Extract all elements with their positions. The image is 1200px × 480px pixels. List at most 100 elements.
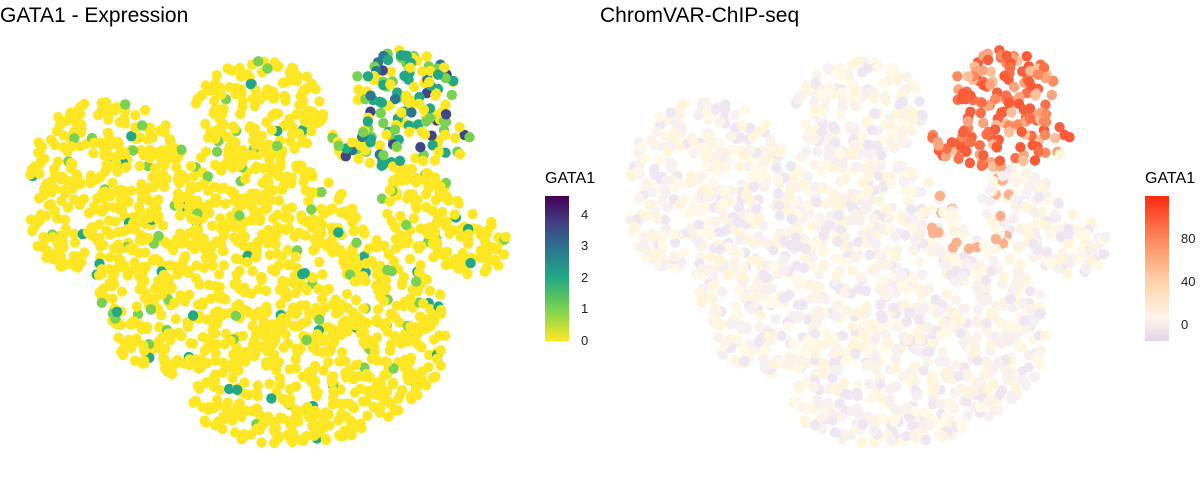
expression-scatter (25, 45, 511, 449)
data-point (371, 269, 383, 281)
data-point (383, 411, 394, 422)
data-point (190, 224, 201, 235)
data-point (245, 78, 256, 90)
data-point (434, 289, 446, 300)
data-point (136, 323, 147, 335)
data-point (168, 358, 179, 369)
data-point (275, 299, 286, 310)
data-point (647, 232, 658, 243)
data-point (274, 195, 285, 206)
data-point (362, 116, 374, 127)
data-point (266, 124, 277, 136)
data-point (390, 243, 401, 254)
data-point (890, 251, 901, 262)
data-point (76, 123, 87, 135)
data-point (986, 266, 997, 277)
data-point (134, 160, 145, 172)
data-point (277, 77, 289, 89)
data-point (136, 120, 148, 131)
data-point (229, 123, 240, 134)
data-point (440, 109, 452, 120)
data-point (197, 179, 209, 190)
data-point (118, 185, 129, 196)
data-point (154, 125, 166, 136)
data-point (401, 330, 412, 341)
data-point (991, 141, 1002, 152)
data-point (830, 310, 842, 321)
data-point (811, 70, 822, 81)
data-point (1024, 113, 1036, 124)
data-point (955, 314, 967, 326)
data-point (718, 185, 729, 196)
data-point (720, 99, 731, 110)
data-point (407, 284, 418, 295)
data-point (89, 137, 100, 149)
data-point (655, 250, 666, 261)
data-point (446, 89, 457, 101)
data-point (60, 188, 71, 199)
data-point (218, 260, 229, 271)
data-point (196, 89, 208, 101)
data-point (481, 228, 492, 239)
data-point (734, 132, 746, 143)
data-point (710, 216, 721, 227)
data-point (878, 181, 889, 192)
data-point (272, 248, 283, 260)
data-point (834, 398, 845, 409)
data-point (903, 307, 915, 319)
data-point (220, 198, 231, 209)
data-point (914, 314, 925, 325)
data-point (870, 266, 881, 277)
data-point (412, 339, 424, 350)
data-point (784, 354, 795, 365)
data-point (857, 329, 868, 341)
data-point (1004, 253, 1016, 265)
data-point (184, 354, 195, 365)
data-point (229, 190, 240, 201)
data-point (911, 390, 922, 401)
data-point (179, 235, 190, 246)
data-point (320, 434, 332, 446)
data-point (309, 360, 321, 372)
data-point (69, 116, 81, 127)
data-point (277, 413, 288, 424)
data-point (247, 265, 258, 277)
data-point (776, 330, 787, 342)
data-point (284, 396, 295, 407)
data-point (872, 248, 883, 260)
data-point (203, 404, 214, 415)
data-point (827, 162, 839, 173)
data-point (984, 184, 996, 196)
data-point (148, 181, 159, 193)
data-point (120, 99, 131, 110)
colorbar-tick-label: 3 (581, 238, 589, 254)
data-point (1009, 193, 1021, 205)
data-point (326, 244, 337, 256)
data-point (249, 100, 260, 112)
data-point (348, 402, 360, 414)
data-point (807, 260, 818, 271)
data-point (707, 293, 718, 304)
data-point (207, 252, 218, 263)
data-point (778, 293, 789, 304)
data-point (346, 137, 358, 148)
data-point (301, 316, 312, 327)
data-point (444, 228, 455, 239)
data-point (1053, 263, 1064, 274)
data-point (1040, 109, 1052, 120)
data-point (665, 163, 677, 174)
data-point (389, 124, 401, 135)
data-point (867, 319, 878, 330)
data-point (786, 213, 797, 225)
data-point (952, 71, 963, 82)
data-point (122, 224, 133, 235)
data-point (1021, 201, 1032, 213)
data-point (972, 355, 983, 366)
data-point (714, 244, 726, 255)
data-point (256, 437, 267, 448)
data-point (750, 282, 762, 293)
data-point (454, 122, 465, 133)
data-point (976, 97, 987, 108)
data-point (949, 252, 961, 263)
data-point (958, 303, 969, 314)
